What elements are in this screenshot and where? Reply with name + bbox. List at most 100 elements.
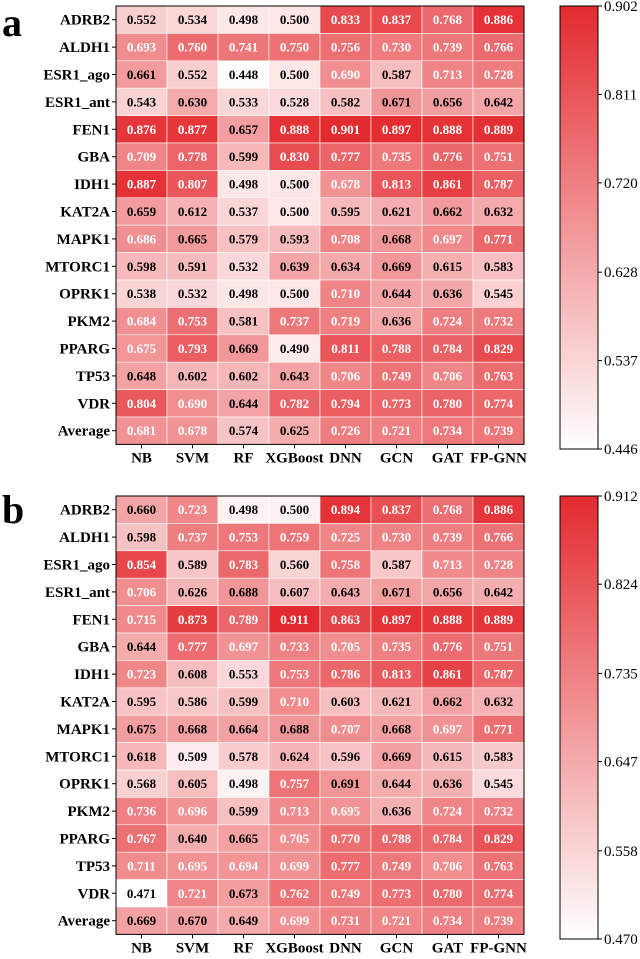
heatmap-cell-value: 0.636 <box>382 804 412 819</box>
heatmap-cell-value: 0.721 <box>178 886 207 901</box>
heatmap-cell <box>217 252 270 281</box>
heatmap-cell-value: 0.753 <box>178 314 208 329</box>
heatmap-cell-value: 0.876 <box>127 122 157 137</box>
heatmap-cell <box>319 279 372 308</box>
heatmap-cell-value: 0.607 <box>280 584 310 599</box>
heatmap-cell <box>370 307 423 336</box>
heatmap-cell-value: 0.471 <box>127 886 156 901</box>
column-label: NB <box>131 450 152 466</box>
heatmap-cell-value: 0.583 <box>484 259 514 274</box>
heatmap-cell-value: 0.669 <box>127 913 157 928</box>
row-label: ESR1_ago <box>43 558 110 574</box>
heatmap-cell <box>319 577 372 606</box>
heatmap-cell-value: 0.753 <box>229 530 259 545</box>
heatmap-cell <box>472 523 525 552</box>
heatmap-cell <box>115 605 168 634</box>
heatmap-cell-value: 0.660 <box>127 502 156 517</box>
heatmap-cell-value: 0.739 <box>433 530 463 545</box>
heatmap-cell-value: 0.888 <box>280 122 310 137</box>
heatmap-cell <box>472 170 525 199</box>
column-label: XGBoost <box>265 450 323 466</box>
heatmap-cell <box>166 495 219 524</box>
heatmap-cell <box>217 416 270 445</box>
heatmap-cell <box>319 824 372 853</box>
heatmap-cell-value: 0.662 <box>433 694 462 709</box>
heatmap-cell-value: 0.644 <box>229 396 259 411</box>
colorbar-b-ticks: 0.470 0.558 0.647 0.735 0.824 0.912 <box>598 489 638 948</box>
heatmap-cell-value: 0.901 <box>331 122 360 137</box>
heatmap-cell <box>472 605 525 634</box>
heatmap-cell <box>472 389 525 418</box>
heatmap-cell-value: 0.705 <box>331 639 361 654</box>
heatmap-cell <box>268 851 321 880</box>
heatmap-cell <box>166 742 219 771</box>
heatmap-cell-value: 0.758 <box>331 557 361 572</box>
heatmap-cell <box>370 361 423 390</box>
heatmap-cell-value: 0.675 <box>127 341 157 356</box>
heatmap-cell <box>166 851 219 880</box>
heatmap-cell <box>472 714 525 743</box>
heatmap-a-row-labels: ADRB2 ALDH1 ESR1_ago ESR1_ant FEN1 GBA IDH1 KAT… <box>43 13 116 440</box>
heatmap-cell <box>166 142 219 171</box>
heatmap-cell <box>268 334 321 363</box>
row-label: ESR1_ant <box>45 585 110 601</box>
heatmap-panel-a: a 0.552 0.534 0.498 0.500 0.833 0.837 0.768 0.8… <box>2 0 638 466</box>
heatmap-cell-value: 0.699 <box>280 913 310 928</box>
heatmap-cell-value: 0.705 <box>280 831 310 846</box>
heatmap-cell-value: 0.560 <box>280 557 309 572</box>
column-label: XGBoost <box>265 940 323 956</box>
heatmap-cell <box>319 797 372 826</box>
row-label: VDR <box>78 396 111 412</box>
heatmap-cell-value: 0.582 <box>331 94 360 109</box>
heatmap-cell <box>268 742 321 771</box>
heatmap-cell-value: 0.804 <box>127 396 157 411</box>
heatmap-cell <box>421 660 474 689</box>
heatmap-cell-value: 0.713 <box>280 804 310 819</box>
heatmap-cell <box>319 197 372 226</box>
row-label: ESR1_ant <box>45 95 110 111</box>
heatmap-cell <box>217 550 270 579</box>
heatmap-cell <box>268 279 321 308</box>
heatmap-cell-value: 0.673 <box>229 886 259 901</box>
colorbar-tick-label: 0.628 <box>604 265 638 281</box>
heatmap-cell <box>421 416 474 445</box>
heatmap-cell-value: 0.713 <box>433 67 463 82</box>
heatmap-cell-value: 0.626 <box>178 584 208 599</box>
heatmap-cell <box>166 769 219 798</box>
heatmap-cell-value: 0.636 <box>382 314 412 329</box>
row-label: ALDH1 <box>59 40 110 56</box>
colorbar-tick-label: 0.902 <box>604 0 638 15</box>
column-label: GAT <box>432 450 463 466</box>
heatmap-cell <box>115 5 168 34</box>
heatmap-cell <box>217 60 270 89</box>
heatmap-cell <box>370 632 423 661</box>
heatmap-cell <box>370 334 423 363</box>
heatmap-cell-value: 0.731 <box>331 913 360 928</box>
heatmap-cell <box>472 660 525 689</box>
heatmap-cell <box>421 523 474 552</box>
row-label: KAT2A <box>60 205 110 221</box>
heatmap-cell <box>115 632 168 661</box>
heatmap-cell <box>217 87 270 116</box>
heatmap-cell <box>115 252 168 281</box>
heatmap-cell <box>217 769 270 798</box>
heatmap-cell <box>472 334 525 363</box>
heatmap-cell <box>370 906 423 935</box>
heatmap-cell <box>421 906 474 935</box>
row-label: MTORC1 <box>45 749 110 765</box>
heatmap-cell <box>268 879 321 908</box>
heatmap-cell-value: 0.671 <box>382 94 411 109</box>
heatmap-cell <box>472 279 525 308</box>
heatmap-cell <box>472 361 525 390</box>
heatmap-cell-value: 0.749 <box>331 886 361 901</box>
heatmap-cell <box>421 687 474 716</box>
heatmap-cell-value: 0.693 <box>127 40 157 55</box>
row-label: MTORC1 <box>45 259 110 275</box>
heatmap-cell-value: 0.644 <box>127 639 157 654</box>
heatmap-cell-value: 0.593 <box>280 231 310 246</box>
heatmap-cell-value: 0.595 <box>127 694 157 709</box>
heatmap-cell-value: 0.656 <box>433 584 463 599</box>
heatmap-cell <box>421 577 474 606</box>
heatmap-cell-value: 0.888 <box>433 122 463 137</box>
heatmap-cell-value: 0.599 <box>229 149 259 164</box>
